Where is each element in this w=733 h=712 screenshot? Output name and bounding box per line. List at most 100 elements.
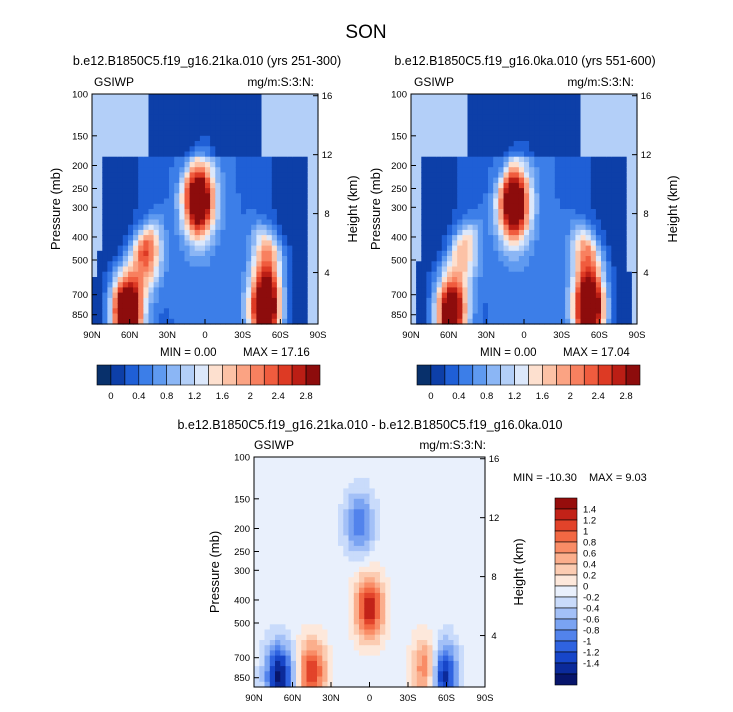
heatmap-cell	[575, 209, 582, 215]
heatmap-cell	[107, 235, 114, 241]
heatmap-cell	[220, 177, 227, 184]
heatmap-cell	[441, 235, 448, 241]
heatmap-cell	[322, 467, 329, 474]
heatmap-cell	[426, 303, 433, 309]
heatmap-cell	[163, 313, 170, 320]
heatmap-cell	[488, 151, 494, 158]
heatmap-cell	[296, 566, 302, 573]
heatmap-cell	[364, 577, 371, 583]
heatmap-cell	[457, 193, 463, 200]
heatmap-cell	[306, 666, 313, 672]
heatmap-cell	[467, 120, 474, 126]
heatmap-cell	[616, 162, 623, 168]
heatmap-cell	[472, 209, 479, 215]
heatmap-cell	[327, 577, 334, 583]
heatmap-cell	[292, 277, 298, 283]
heatmap-cell	[179, 114, 185, 121]
heatmap-cell	[307, 308, 314, 315]
heatmap-cell	[302, 156, 309, 163]
heatmap-cell	[148, 266, 155, 273]
heatmap-cell	[133, 99, 139, 105]
heatmap-cell	[282, 277, 288, 283]
heatmap-cell	[266, 162, 273, 168]
y-tick-label: 150	[391, 131, 407, 142]
heatmap-cell	[276, 193, 283, 200]
heatmap-cell	[287, 277, 293, 283]
heatmap-cell	[266, 167, 273, 173]
heatmap-cell	[332, 504, 339, 510]
heatmap-cell	[307, 146, 314, 153]
heatmap-cell	[518, 125, 525, 132]
heatmap-cell	[534, 193, 540, 200]
heatmap-cell	[611, 287, 617, 294]
heatmap-cell	[518, 266, 525, 273]
heatmap-cell	[570, 271, 576, 278]
heatmap-cell	[595, 297, 602, 304]
heatmap-cell	[585, 224, 592, 231]
heatmap-cell	[210, 99, 216, 105]
heatmap-cell	[306, 493, 313, 500]
heatmap-cell	[595, 209, 602, 215]
heatmap-cell	[275, 540, 281, 547]
heatmap-cell	[296, 462, 302, 468]
heatmap-cell	[189, 130, 196, 137]
heatmap-cell	[322, 613, 329, 620]
heatmap-cell	[457, 261, 463, 268]
heatmap-cell	[266, 277, 273, 283]
heatmap-cell	[565, 214, 571, 220]
heatmap-cell	[359, 634, 365, 641]
heatmap-cell	[580, 172, 587, 179]
heatmap-cell	[348, 598, 355, 604]
colorbar-swatch	[277, 364, 293, 386]
heatmap-cell	[297, 146, 304, 153]
heatmap-cell	[92, 271, 98, 278]
heatmap-cell	[626, 287, 633, 294]
heatmap-cell	[441, 271, 448, 278]
heatmap-cell	[230, 245, 237, 252]
heatmap-cell	[482, 297, 489, 304]
heatmap-cell	[447, 172, 453, 179]
heatmap-cell	[163, 229, 170, 236]
heatmap-cell	[606, 172, 612, 179]
heatmap-cell	[338, 640, 344, 646]
heatmap-cell	[606, 203, 612, 210]
heatmap-cell	[353, 525, 360, 531]
heatmap-cell	[246, 277, 252, 283]
heatmap-cell	[148, 172, 155, 179]
heatmap-cell	[416, 287, 422, 294]
heatmap-cell	[317, 592, 323, 599]
heatmap-cell	[364, 462, 371, 468]
heatmap-cell	[158, 146, 165, 153]
heatmap-cell	[590, 193, 597, 200]
heatmap-cell	[544, 156, 551, 163]
heatmap-cell	[421, 266, 427, 273]
heatmap-cell	[590, 151, 597, 158]
heatmap-cell	[261, 266, 268, 273]
heatmap-cell	[133, 193, 139, 200]
heatmap-cell	[280, 525, 287, 531]
heatmap-cell	[322, 671, 329, 678]
heatmap-cell	[585, 172, 592, 179]
heatmap-cell	[343, 676, 350, 683]
heatmap-cell	[199, 151, 206, 158]
heatmap-cell	[411, 135, 417, 142]
heatmap-cell	[493, 271, 499, 278]
heatmap-cell	[317, 514, 323, 521]
heatmap-cell	[621, 313, 628, 320]
heatmap-cell	[148, 261, 155, 268]
heatmap-cell	[241, 219, 247, 226]
heatmap-cell	[626, 256, 633, 262]
heatmap-cell	[411, 99, 417, 105]
heatmap-cell	[287, 146, 293, 153]
heatmap-cell	[447, 318, 453, 325]
heatmap-cell	[199, 250, 206, 257]
heatmap-cell	[269, 587, 276, 594]
heatmap-cell	[590, 182, 597, 189]
heatmap-cell	[148, 198, 155, 205]
heatmap-cell	[225, 292, 232, 299]
heatmap-cell	[169, 224, 175, 231]
heatmap-cell	[282, 282, 288, 288]
heatmap-cell	[529, 282, 535, 288]
heatmap-cell	[472, 292, 479, 299]
heatmap-cell	[246, 109, 252, 116]
